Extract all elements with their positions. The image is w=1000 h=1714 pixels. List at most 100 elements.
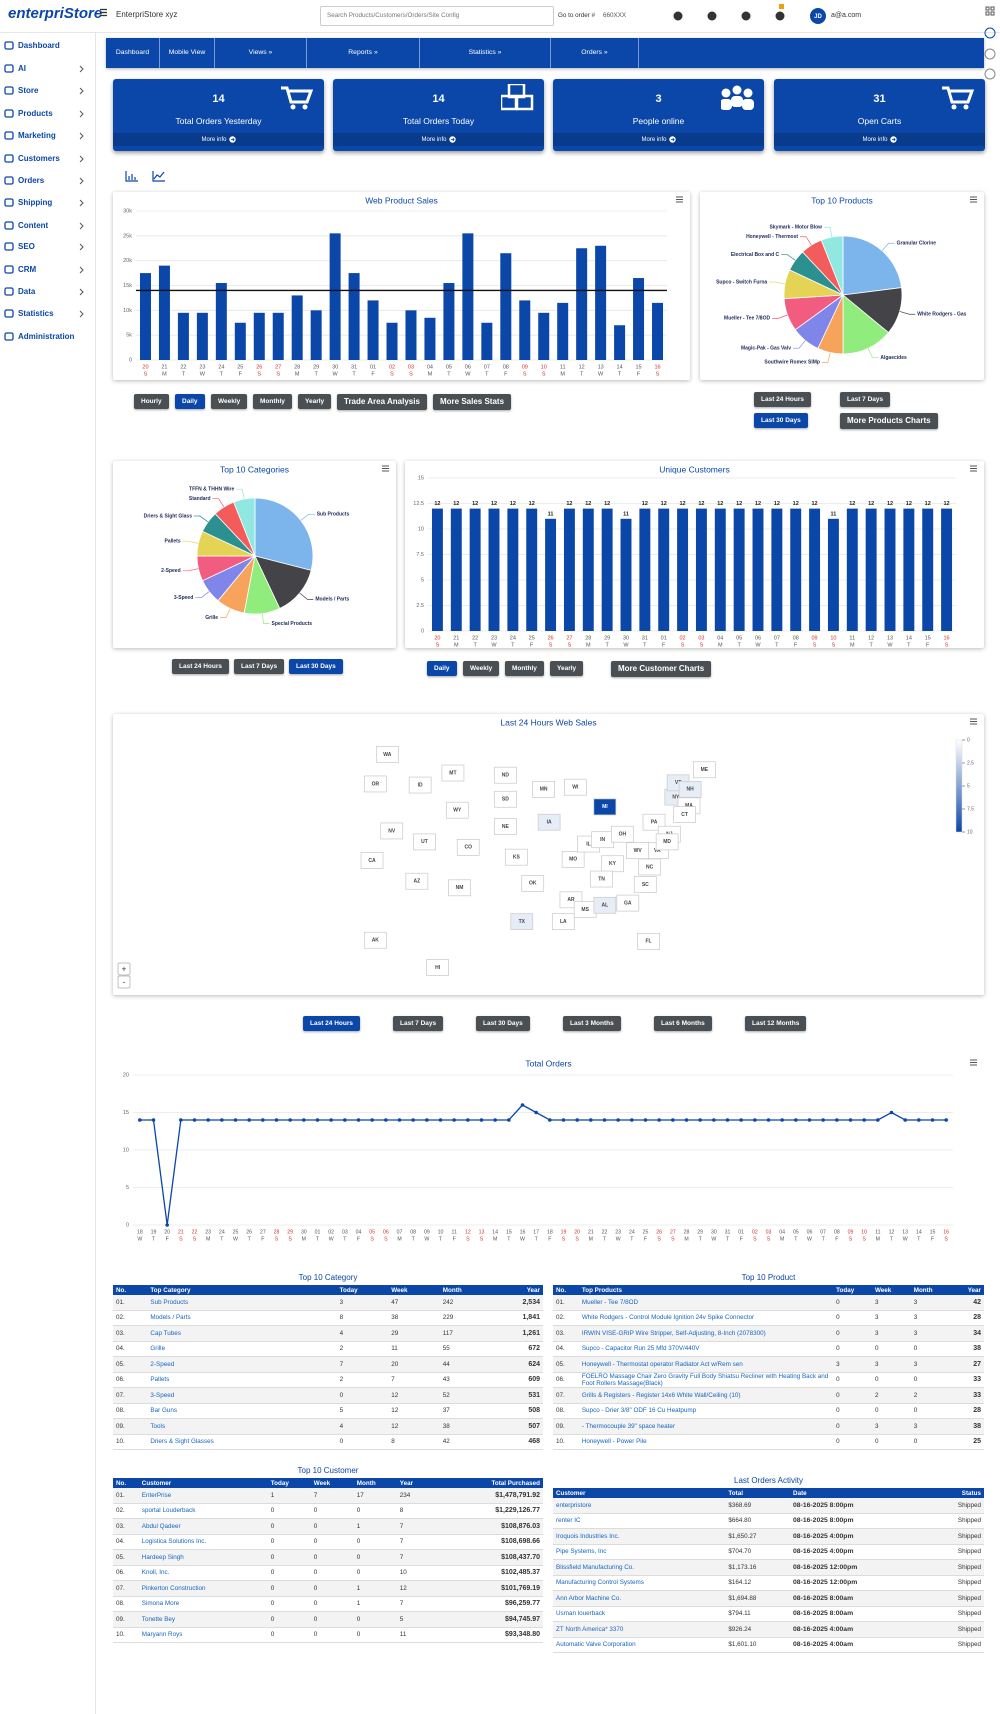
state[interactable]: [521, 875, 545, 892]
chart-type-icons[interactable]: [120, 168, 170, 184]
state[interactable]: [448, 879, 471, 897]
state[interactable]: [637, 932, 660, 950]
button[interactable]: Last 6 Months: [654, 1016, 712, 1031]
state[interactable]: [593, 798, 617, 816]
state[interactable]: [408, 776, 432, 794]
state[interactable]: [537, 813, 561, 831]
state[interactable]: [633, 876, 657, 893]
state[interactable]: [494, 790, 517, 808]
state[interactable]: [441, 764, 465, 782]
state[interactable]: [673, 806, 696, 823]
button[interactable]: Last 12 Months: [745, 1016, 807, 1031]
sidebar-item[interactable]: AI: [0, 61, 95, 77]
sidebar-item[interactable]: Statistics: [0, 306, 95, 322]
nav-item[interactable]: Mobile View: [160, 38, 215, 68]
table-cell[interactable]: Hardeep Singh: [138, 1549, 268, 1566]
button[interactable]: Last 24 Hours: [303, 1016, 360, 1031]
header-icon[interactable]: [775, 11, 785, 21]
state[interactable]: [380, 822, 404, 840]
table-cell[interactable]: Bar Guns: [147, 1403, 337, 1419]
button[interactable]: Weekly: [211, 394, 248, 409]
table-cell[interactable]: Pipe Systems, Inc: [553, 1544, 726, 1560]
state[interactable]: [363, 931, 387, 949]
sidebar-item[interactable]: Customers: [0, 151, 95, 167]
sidebar-item[interactable]: Orders: [0, 173, 95, 189]
table-cell[interactable]: Blissfield Manufacturing Co.: [553, 1559, 726, 1576]
button[interactable]: Yearly: [550, 661, 584, 676]
table-cell[interactable]: Grills & Registers - Register 14x6 White…: [578, 1387, 834, 1404]
state[interactable]: [655, 833, 679, 851]
table-cell[interactable]: EnterPrise: [138, 1488, 268, 1504]
table-cell[interactable]: Mueller - Tee 7/8OD: [578, 1295, 834, 1311]
button[interactable]: Last 7 Days: [234, 659, 285, 674]
button[interactable]: Hourly: [134, 394, 169, 409]
sidebar-item[interactable]: Products: [0, 106, 95, 122]
state[interactable]: [413, 833, 436, 851]
zoom-button[interactable]: [117, 975, 131, 989]
state[interactable]: [456, 838, 480, 856]
search-box[interactable]: Search Products/Customers/Orders/Site Co…: [320, 6, 554, 26]
table-cell[interactable]: ZT North America* 3370: [553, 1621, 726, 1638]
stat-card[interactable]: 3 People online More info: [553, 79, 764, 151]
table-cell[interactable]: renter IC: [553, 1513, 726, 1529]
table-cell[interactable]: Maryann Roys: [138, 1627, 268, 1643]
button[interactable]: Last 7 Days: [840, 392, 891, 407]
stat-card[interactable]: 14 Total Orders Today More info: [333, 79, 544, 151]
sidebar-item[interactable]: Shipping: [0, 195, 95, 211]
state[interactable]: [610, 825, 634, 843]
table-cell[interactable]: Honeywell - Power Pile: [578, 1434, 834, 1450]
table-cell[interactable]: Tonette Bey: [138, 1611, 268, 1628]
button[interactable]: Yearly: [298, 394, 332, 409]
avatar[interactable]: [810, 8, 826, 24]
state[interactable]: [532, 781, 555, 798]
card-link[interactable]: More info: [113, 136, 324, 143]
table-cell[interactable]: - Thermocouple 39" space heater: [578, 1418, 834, 1435]
button[interactable]: Monthly: [505, 661, 544, 676]
button[interactable]: Last 24 Hours: [172, 659, 229, 674]
button[interactable]: Weekly: [463, 661, 500, 676]
table-cell[interactable]: Pallets: [147, 1372, 337, 1388]
button[interactable]: More Sales Stats: [433, 394, 512, 410]
nav-item[interactable]: Views »: [215, 38, 307, 68]
state[interactable]: [360, 852, 384, 869]
table-cell[interactable]: Cap Tubes: [147, 1325, 337, 1342]
table-cell[interactable]: sportal Louderback: [138, 1503, 268, 1519]
state[interactable]: [563, 778, 587, 796]
table-cell[interactable]: Automatic Valve Corporation: [553, 1637, 726, 1653]
state[interactable]: [692, 761, 716, 779]
table-cell[interactable]: Knoll, Inc.: [138, 1565, 268, 1581]
state[interactable]: [590, 870, 613, 888]
state[interactable]: [593, 896, 617, 914]
button[interactable]: Monthly: [253, 394, 292, 409]
nav-item[interactable]: Orders »: [551, 38, 639, 68]
button[interactable]: Last 30 Days: [289, 659, 343, 674]
nav-item[interactable]: Dashboard: [106, 38, 160, 68]
side-tools[interactable]: [982, 4, 998, 84]
order-placeholder[interactable]: 660XXX: [603, 12, 627, 19]
stat-card[interactable]: 14 Total Orders Yesterday More info: [113, 79, 324, 151]
header-icon[interactable]: [741, 11, 751, 21]
table-cell[interactable]: Sub Products: [147, 1295, 337, 1311]
state[interactable]: [405, 872, 429, 890]
state[interactable]: [426, 959, 449, 976]
state[interactable]: [616, 894, 640, 912]
table-cell[interactable]: Supco - Drier 3/8" ODF 16 Cu Heatpump: [578, 1403, 834, 1419]
nav-item[interactable]: Statistics »: [420, 38, 551, 68]
table-cell[interactable]: Models / Parts: [147, 1310, 337, 1326]
state[interactable]: [494, 818, 517, 835]
state[interactable]: [510, 913, 534, 931]
sidebar-item[interactable]: SEO: [0, 239, 95, 255]
header-icon[interactable]: [707, 11, 717, 21]
header-icon[interactable]: [673, 11, 683, 21]
nav-item[interactable]: Reports »: [307, 38, 420, 68]
table-cell[interactable]: Iroquois Industries Inc.: [553, 1528, 726, 1545]
state[interactable]: [494, 766, 517, 784]
button[interactable]: Daily: [427, 661, 457, 676]
button[interactable]: Last 7 Days: [393, 1016, 444, 1031]
state[interactable]: [678, 781, 702, 798]
button[interactable]: Last 30 Days: [754, 413, 808, 428]
zoom-button[interactable]: [117, 962, 131, 976]
table-cell[interactable]: Manufacturing Control Systems: [553, 1575, 726, 1591]
state[interactable]: [626, 842, 649, 859]
zoom-label[interactable]: -: [123, 978, 126, 987]
